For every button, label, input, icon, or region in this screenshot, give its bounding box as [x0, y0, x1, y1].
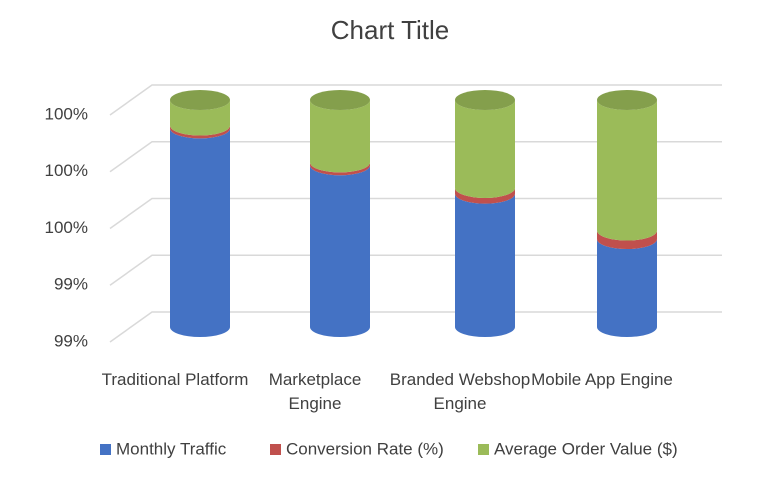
legend-label: Conversion Rate (%): [286, 439, 444, 458]
cylinder-segment: [170, 125, 231, 139]
cylinder-top: [310, 90, 370, 110]
chart-title: Chart Title: [331, 15, 450, 45]
cylinder-segment: [455, 100, 515, 198]
x-tick-label: Mobile App Engine: [531, 370, 673, 389]
cylinder-segment: [170, 100, 231, 136]
y-tick-label: 100%: [45, 218, 88, 237]
legend-label: Monthly Traffic: [116, 439, 227, 458]
grid-line: [109, 141, 722, 173]
cylinder-segment: [455, 193, 515, 337]
cylinder-segment: [455, 187, 515, 204]
cylinder-segment: [310, 162, 370, 176]
x-tick-label: Traditional Platform: [101, 370, 249, 389]
cylinder-top: [170, 90, 230, 110]
legend-swatch: [270, 444, 281, 455]
grid-line: [109, 197, 722, 230]
y-tick-label: 100%: [45, 161, 88, 180]
cylinder-segment: [597, 239, 657, 337]
y-tick-label: 99%: [54, 275, 88, 294]
cylinder-segment: [310, 100, 370, 173]
cylinder-segment: [597, 230, 657, 250]
legend-swatch: [100, 444, 111, 455]
grid-line: [109, 311, 722, 343]
cylinder-top: [597, 90, 657, 110]
y-tick-label: 99%: [54, 331, 88, 350]
grid-line: [109, 254, 722, 286]
x-tick-label: Branded Webshop Engine: [389, 370, 531, 413]
grid-line: [109, 84, 722, 116]
legend-label: Average Order Value ($): [494, 439, 678, 458]
x-tick-label: Marketplace Engine: [268, 370, 362, 413]
cylinder-segment: [310, 165, 370, 337]
cylinder-top: [455, 90, 515, 110]
cylinder-segment: [170, 128, 231, 337]
legend-swatch: [478, 444, 489, 455]
cylinder-segment: [597, 100, 657, 241]
y-tick-label: 100%: [45, 104, 88, 123]
